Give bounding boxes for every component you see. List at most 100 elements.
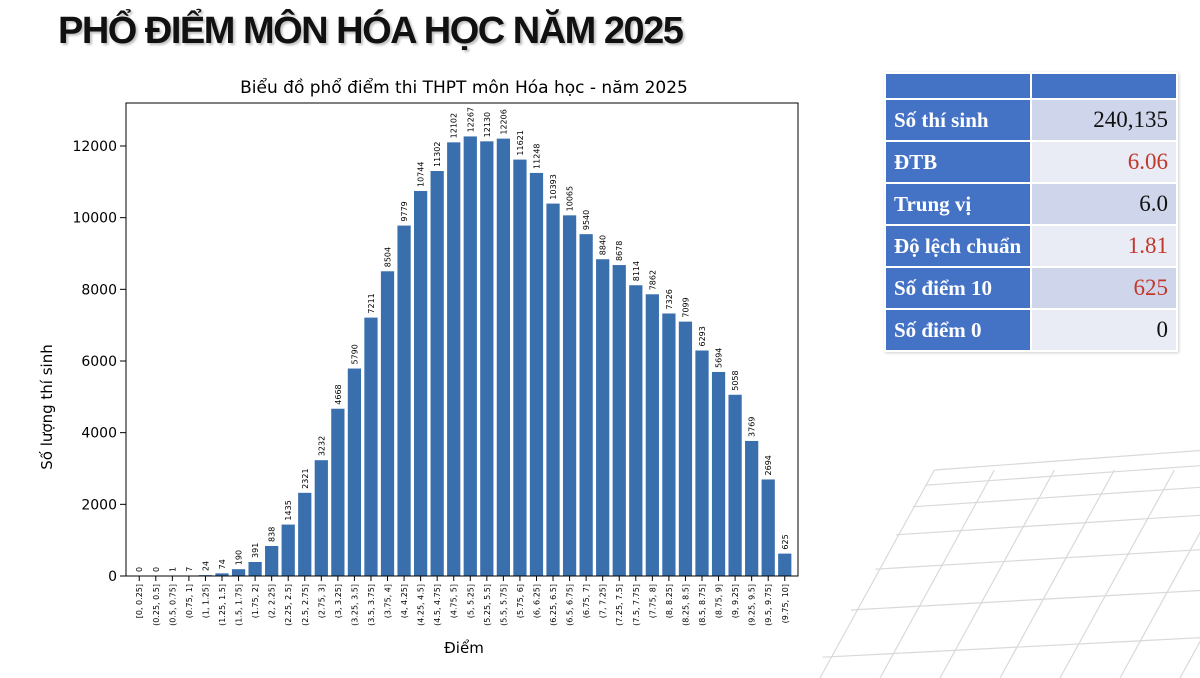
x-tick-label: [0, 0.25] (135, 584, 144, 618)
bar-value-label: 5058 (731, 370, 740, 390)
bar (579, 234, 593, 576)
x-tick-label: (1.75, 2] (251, 584, 260, 618)
bar-value-label: 74 (218, 559, 227, 569)
bar (562, 215, 577, 576)
x-tick-label: (7.75, 8] (648, 584, 657, 618)
bar-value-label: 0 (152, 567, 161, 572)
chart-panel: Biểu đồ phổ điểm thi THPT môn Hóa học - … (27, 65, 809, 667)
bar-value-label: 12102 (450, 113, 459, 138)
bar-value-label: 1 (168, 567, 177, 572)
bar (546, 203, 560, 576)
y-tick-label: 6000 (81, 354, 117, 370)
chart-title: Biểu đồ phổ điểm thi THPT môn Hóa học - … (240, 77, 688, 98)
grid-line (875, 549, 1200, 570)
x-tick-label: (2, 2.25] (268, 584, 277, 618)
bar-value-label: 11621 (516, 130, 525, 155)
bar (298, 492, 312, 576)
bar (248, 561, 262, 576)
bar-value-label: 11302 (433, 142, 442, 167)
grid-line (850, 589, 1200, 611)
bar (596, 259, 610, 576)
bar-value-label: 8504 (384, 247, 393, 267)
x-tick-label: (7.5, 7.75] (632, 584, 641, 626)
x-tick-label: (8, 8.25] (665, 584, 674, 618)
y-tick-label: 0 (108, 569, 117, 585)
x-tick-label: (9.75, 10] (781, 584, 790, 623)
bar-value-label: 7862 (648, 270, 657, 290)
stats-header-row (884, 72, 1178, 100)
bar-value-label: 8840 (599, 235, 608, 255)
bar-value-label: 6293 (698, 326, 707, 346)
x-tick-label: (9.25, 9.5] (748, 584, 757, 626)
bar-value-label: 625 (781, 534, 790, 549)
bar-value-label: 12206 (499, 109, 508, 134)
y-tick-label: 12000 (72, 139, 117, 155)
bar (231, 569, 246, 576)
grid-line (925, 465, 1200, 486)
bar (645, 294, 659, 576)
stats-value: 1.81 (1030, 224, 1178, 268)
stats-label: Số điểm 0 (884, 308, 1032, 352)
bar (265, 545, 279, 576)
bar-value-label: 9540 (582, 210, 591, 230)
bar-value-label: 7 (185, 567, 194, 572)
bar-value-label: 391 (251, 543, 260, 558)
bar-value-label: 2321 (301, 468, 310, 488)
bar-value-label: 0 (135, 567, 144, 572)
y-tick-label: 8000 (81, 282, 117, 298)
x-tick-label: (7, 7.25] (599, 584, 608, 618)
histogram-chart: Biểu đồ phổ điểm thi THPT môn Hóa học - … (38, 77, 799, 657)
grid-line (1059, 469, 1175, 678)
y-tick-label: 4000 (81, 426, 117, 442)
stats-label: Số điểm 10 (884, 266, 1032, 310)
grid-line (819, 469, 935, 678)
bar (529, 172, 544, 576)
bar-value-label: 7326 (665, 289, 674, 309)
x-tick-label: (4.75, 5] (450, 584, 459, 618)
bar-value-label: 838 (268, 527, 277, 542)
bar-value-label: 190 (235, 550, 244, 565)
bar-value-label: 12130 (483, 112, 492, 137)
bar-value-label: 3769 (748, 417, 757, 437)
x-tick-label: (8.75, 9] (715, 584, 724, 618)
bar-value-label: 11248 (532, 143, 541, 168)
stats-label: ĐTB (884, 140, 1032, 184)
bar-value-label: 24 (201, 561, 210, 571)
bar (331, 408, 345, 576)
x-tick-label: (6, 6.25] (532, 584, 541, 618)
bar (215, 573, 229, 576)
y-axis-label: Số lượng thí sinh (38, 344, 56, 469)
x-tick-label: (3, 3.25] (334, 584, 343, 618)
bar-value-label: 5694 (715, 348, 724, 368)
x-tick-label: (1, 1.25] (201, 584, 210, 618)
x-tick-label: (5.25, 5.5] (483, 584, 492, 626)
x-tick-label: (2.75, 3] (317, 584, 326, 618)
bar (513, 159, 527, 576)
grid-line (939, 469, 1055, 678)
stats-header-cell (884, 72, 1032, 100)
x-tick-label: (2.25, 2.5] (284, 584, 293, 626)
bar-value-label: 8114 (632, 261, 641, 281)
stats-value: 6.06 (1030, 140, 1178, 184)
bar (447, 142, 461, 576)
y-tick-label: 2000 (81, 497, 117, 513)
grid-line (999, 469, 1115, 678)
axes-frame (125, 102, 799, 577)
stats-label: Số thí sinh (884, 98, 1032, 142)
stats-row-candidates: Số thí sinh 240,135 (884, 98, 1178, 142)
slide-title: PHỔ ĐIỂM MÔN HÓA HỌC NĂM 2025 (58, 10, 684, 52)
bar-value-label: 2694 (764, 455, 773, 475)
bar-value-label: 9779 (400, 201, 409, 221)
bar-value-label: 10393 (549, 174, 558, 199)
stats-row-score-10: Số điểm 10 625 (884, 266, 1178, 310)
bar (314, 460, 328, 576)
bar-value-label: 7211 (367, 293, 376, 313)
bar-value-label: 4668 (334, 384, 343, 404)
x-tick-label: (1.25, 1.5] (218, 584, 227, 626)
bar-value-label: 8678 (615, 241, 624, 261)
grid-line (934, 449, 1200, 471)
stats-value: 240,135 (1030, 98, 1178, 142)
stats-label: Độ lệch chuẩn (884, 224, 1032, 268)
x-tick-label: (6.5, 6.75] (566, 584, 575, 626)
